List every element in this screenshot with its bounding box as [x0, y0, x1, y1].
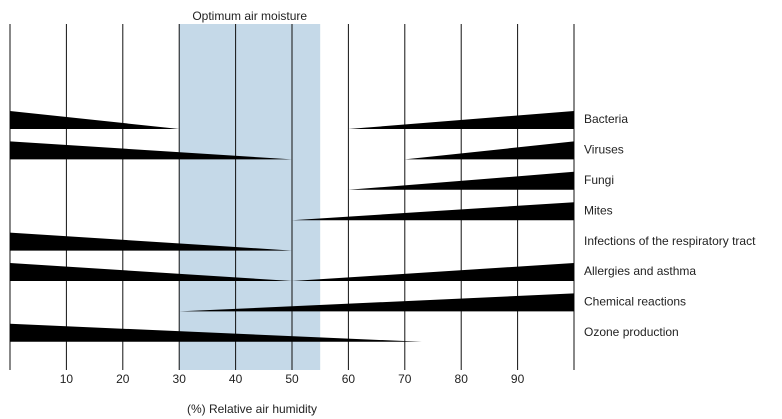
x-tick-label: 70 — [398, 372, 412, 386]
increasing-wedge — [405, 141, 574, 159]
row-label: Fungi — [584, 173, 614, 187]
row-label: Ozone production — [584, 325, 679, 339]
chart: (%) Relative air humidity Optimum air mo… — [0, 0, 782, 419]
x-tick-label: 30 — [173, 372, 187, 386]
optimum-band — [179, 24, 320, 370]
row-label: Allergies and asthma — [584, 264, 696, 278]
x-tick-label: 10 — [60, 372, 74, 386]
row-label: Viruses — [584, 143, 624, 157]
row-label: Chemical reactions — [584, 295, 686, 309]
row-label: Infections of the respiratory tract — [584, 234, 756, 248]
band-label: Optimum air moisture — [192, 9, 307, 23]
row-label: Bacteria — [584, 112, 628, 126]
x-tick-label: 20 — [116, 372, 130, 386]
increasing-wedge — [292, 263, 574, 281]
x-tick-label: 50 — [285, 372, 299, 386]
x-tick-label: 90 — [511, 372, 525, 386]
x-tick-label: 40 — [229, 372, 243, 386]
x-tick-label: 80 — [455, 372, 469, 386]
x-tick-label: 60 — [342, 372, 356, 386]
decreasing-wedge — [10, 111, 179, 129]
row-label: Mites — [584, 203, 613, 217]
x-axis-title: (%) Relative air humidity — [187, 402, 317, 416]
increasing-wedge — [292, 202, 574, 220]
